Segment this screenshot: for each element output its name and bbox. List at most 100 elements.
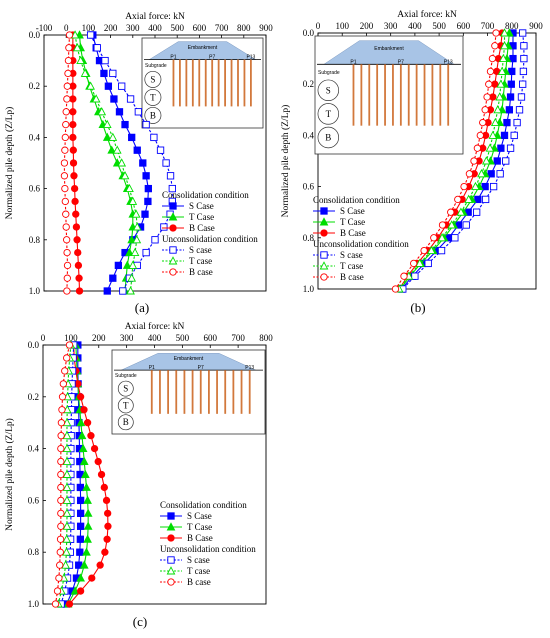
legend-marker bbox=[169, 224, 177, 232]
data-point bbox=[437, 246, 446, 255]
data-point bbox=[130, 247, 140, 257]
x-tick-label: 0 bbox=[316, 21, 321, 31]
legend-entry: B Case bbox=[189, 223, 215, 233]
legend-heading: Unconsolidation condition bbox=[162, 234, 258, 244]
data-point bbox=[115, 108, 124, 116]
data-point bbox=[500, 28, 509, 37]
data-point bbox=[454, 195, 462, 204]
data-point bbox=[60, 159, 69, 167]
data-point bbox=[481, 106, 489, 114]
x-tick-label: 100 bbox=[335, 21, 349, 31]
data-point bbox=[104, 509, 112, 517]
data-point bbox=[132, 222, 142, 231]
data-point bbox=[62, 547, 71, 556]
data-point bbox=[438, 221, 447, 229]
legend-entry: T Case bbox=[189, 212, 214, 222]
data-point bbox=[127, 273, 137, 282]
data-point bbox=[119, 287, 127, 295]
x-tick-label: 200 bbox=[360, 21, 374, 31]
legend-marker bbox=[169, 268, 177, 276]
x-tick-label: 900 bbox=[259, 23, 273, 33]
data-point bbox=[55, 574, 63, 582]
data-point bbox=[69, 146, 77, 154]
panel-label: (a) bbox=[135, 300, 149, 315]
data-point bbox=[503, 118, 511, 127]
data-point bbox=[481, 156, 491, 165]
data-point bbox=[506, 144, 515, 152]
pile-label: P7 bbox=[209, 55, 215, 61]
data-point bbox=[122, 260, 132, 269]
data-point bbox=[477, 169, 486, 178]
case-circle bbox=[144, 106, 162, 124]
x-tick-label: 300 bbox=[384, 21, 398, 31]
data-point bbox=[62, 443, 72, 453]
legend-entry: T case bbox=[189, 256, 212, 266]
data-point bbox=[462, 221, 470, 229]
data-point bbox=[517, 93, 526, 101]
data-point bbox=[51, 600, 60, 608]
x-axis-label: Axial force: kN bbox=[125, 11, 185, 22]
data-point bbox=[94, 457, 102, 466]
data-point bbox=[488, 130, 498, 139]
data-point bbox=[519, 29, 527, 37]
x-axis-label: Axial force: kN bbox=[397, 9, 457, 20]
y-tick-label: 0.6 bbox=[303, 182, 315, 192]
data-point bbox=[411, 272, 419, 280]
data-point bbox=[166, 172, 175, 180]
legend-marker bbox=[320, 229, 328, 237]
data-point bbox=[61, 184, 69, 193]
series-s-case bbox=[57, 341, 78, 608]
legend-marker bbox=[320, 251, 328, 259]
data-point bbox=[70, 172, 78, 180]
data-point bbox=[61, 146, 69, 154]
y-tick-label: 0.8 bbox=[303, 233, 315, 243]
y-tick-label: 1.0 bbox=[303, 284, 315, 294]
data-point bbox=[464, 194, 474, 203]
data-point bbox=[82, 547, 91, 556]
legend-entry: T case bbox=[187, 566, 210, 576]
pile-label: P1 bbox=[350, 59, 356, 65]
series-s-case bbox=[399, 29, 528, 293]
data-point bbox=[151, 236, 159, 244]
case-circle bbox=[317, 103, 340, 125]
data-point bbox=[488, 54, 497, 63]
legend-marker bbox=[169, 202, 177, 210]
plot-frame bbox=[317, 32, 537, 290]
legend-marker bbox=[319, 261, 329, 270]
data-point bbox=[102, 119, 112, 129]
case-circle bbox=[317, 79, 340, 101]
data-point bbox=[70, 30, 80, 39]
chart-panel: -100 0 100 200 300 400 500 600 700 800 900 0.0 0.2 0.… bbox=[4, 11, 273, 315]
x-tick-label: 700 bbox=[481, 21, 495, 31]
data-point bbox=[63, 274, 71, 282]
data-point bbox=[62, 456, 72, 465]
data-point bbox=[76, 393, 85, 401]
case-circle bbox=[117, 414, 134, 431]
data-point bbox=[64, 56, 73, 65]
data-point bbox=[60, 172, 69, 180]
embankment-label: Embankment bbox=[174, 356, 204, 362]
data-point bbox=[509, 54, 517, 63]
data-point bbox=[62, 417, 72, 427]
data-point bbox=[427, 245, 436, 255]
inset-diagram: Embankment Subgrade P1 P7 P13 STB bbox=[111, 349, 266, 435]
y-axis-label: Normalized pile depth (Z/Lp) bbox=[4, 107, 15, 220]
data-point bbox=[125, 247, 134, 257]
legend-marker bbox=[320, 207, 328, 215]
case-circle bbox=[144, 70, 162, 88]
case-label: T bbox=[326, 109, 332, 119]
data-point bbox=[500, 131, 509, 140]
data-point bbox=[79, 456, 89, 465]
data-point bbox=[485, 80, 493, 88]
data-point bbox=[486, 67, 495, 76]
data-point bbox=[104, 522, 112, 530]
data-point bbox=[107, 145, 117, 154]
data-point bbox=[498, 53, 508, 63]
legend-marker bbox=[167, 512, 175, 520]
legend-marker bbox=[167, 556, 175, 564]
data-point bbox=[70, 586, 80, 595]
data-point bbox=[63, 287, 71, 295]
y-tick-label: 0.2 bbox=[29, 81, 40, 91]
